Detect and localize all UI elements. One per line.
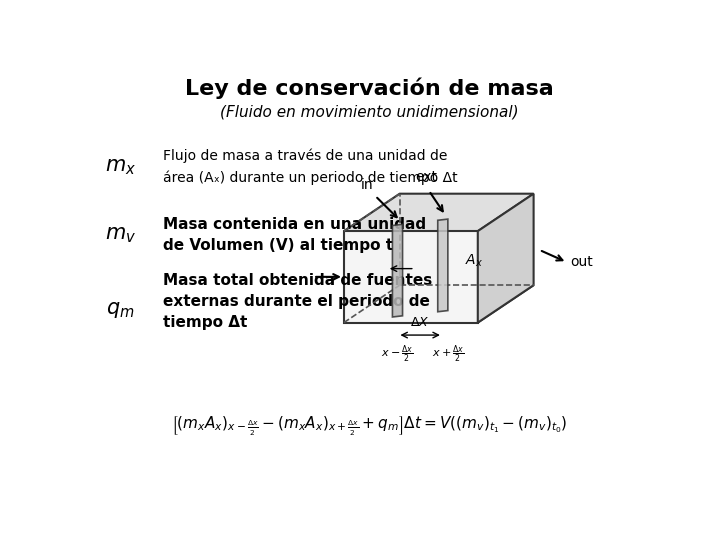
Text: ext: ext bbox=[415, 170, 437, 184]
Text: Flujo de masa a través de una unidad de
área (Aₓ) durante un periodo de tiempo Δ: Flujo de masa a través de una unidad de … bbox=[163, 148, 457, 185]
Text: $A_x$: $A_x$ bbox=[465, 253, 483, 269]
Text: $m_x$: $m_x$ bbox=[105, 157, 136, 177]
Text: Masa total obtenida de fuentes
externas durante el periodo de
tiempo Δt: Masa total obtenida de fuentes externas … bbox=[163, 273, 432, 330]
Text: $\left[\left(m_x A_x\right)_{x-\frac{\Delta x}{2}} - \left(m_x A_x\right)_{x+\fr: $\left[\left(m_x A_x\right)_{x-\frac{\De… bbox=[171, 415, 567, 438]
Polygon shape bbox=[392, 224, 402, 317]
Text: $q_m$: $q_m$ bbox=[107, 300, 135, 320]
Text: $x + \frac{\Delta x}{2}$: $x + \frac{\Delta x}{2}$ bbox=[432, 343, 464, 365]
Polygon shape bbox=[344, 194, 534, 231]
Polygon shape bbox=[344, 231, 478, 322]
Text: in: in bbox=[361, 178, 373, 192]
Polygon shape bbox=[344, 285, 534, 322]
Text: $m_v$: $m_v$ bbox=[105, 225, 136, 245]
Text: $\Delta X$: $\Delta X$ bbox=[410, 316, 430, 329]
Polygon shape bbox=[478, 194, 534, 322]
Polygon shape bbox=[438, 219, 448, 312]
Text: $x - \frac{\Delta x}{2}$: $x - \frac{\Delta x}{2}$ bbox=[382, 343, 414, 365]
Text: Ley de conservación de masa: Ley de conservación de masa bbox=[184, 77, 554, 99]
Text: out: out bbox=[570, 255, 593, 269]
Text: Masa contenida en una unidad
de Volumen (V) al tiempo t: Masa contenida en una unidad de Volumen … bbox=[163, 217, 426, 253]
Text: (Fluido en movimiento unidimensional): (Fluido en movimiento unidimensional) bbox=[220, 104, 518, 119]
